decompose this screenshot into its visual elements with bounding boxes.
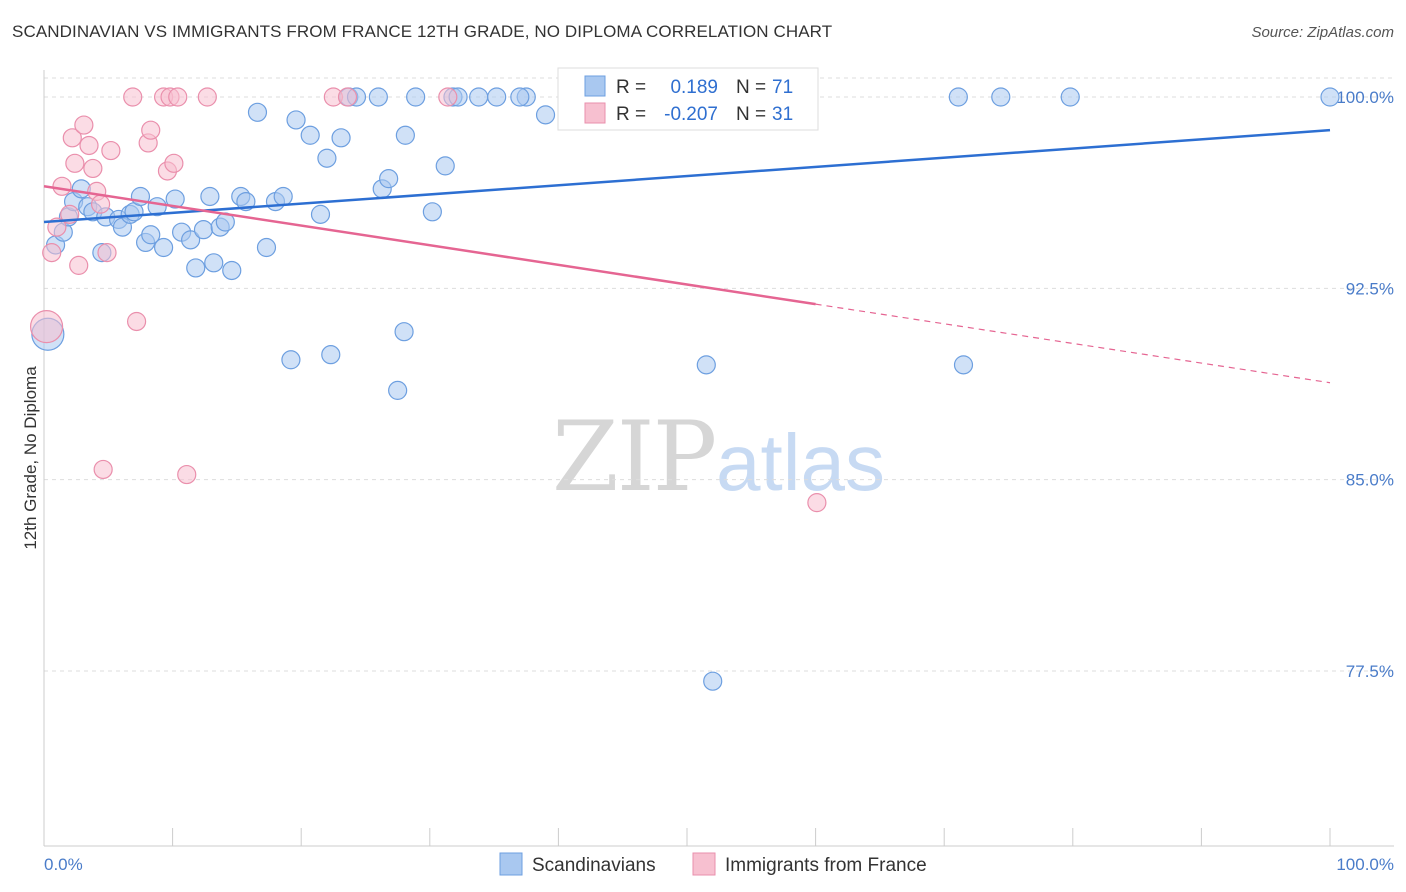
legend-n-value-france: 31: [772, 104, 793, 125]
scandinavians-point: [406, 87, 426, 107]
france-point: [101, 140, 121, 161]
scandinavians-point: [181, 230, 201, 250]
scandinavians-point: [487, 87, 507, 107]
scandinavians-point: [141, 225, 161, 245]
scandinavians-point: [696, 355, 716, 375]
france-point: [62, 128, 82, 148]
scandinavians-point: [510, 87, 530, 107]
scandinavians-point: [535, 105, 556, 125]
scandinavians-point: [222, 260, 242, 281]
gridlines: [44, 77, 1394, 672]
legend-r-value-scandinavians: 0.189: [670, 77, 718, 98]
legend-n-label-2: N =: [736, 104, 766, 125]
scandinavians-point: [273, 186, 293, 207]
scandinavians-point: [286, 110, 306, 130]
legend-n-label-1: N =: [736, 77, 766, 98]
legend-swatch-scandinavians: [584, 75, 606, 97]
x-tick-label-max: 100.0%: [1336, 855, 1394, 874]
y-tick-labels: 100.0% 92.5% 85.0% 77.5%: [1336, 88, 1394, 681]
y-tick-label: 85.0%: [1346, 471, 1394, 490]
y-tick-label: 92.5%: [1346, 279, 1394, 298]
chart-source: Source: ZipAtlas.com: [1251, 24, 1394, 41]
france-point: [79, 135, 99, 156]
france-point: [164, 153, 184, 173]
scandinavians-point: [379, 169, 399, 189]
france-point: [74, 115, 94, 135]
france-point: [97, 243, 117, 263]
france-point: [141, 120, 161, 140]
france-point: [126, 311, 147, 332]
y-tick-label: 100.0%: [1336, 88, 1394, 107]
scandinavians-trend-line: [43, 128, 1331, 224]
scandinavians-point: [186, 258, 206, 278]
scandinavians-point: [1320, 87, 1340, 107]
legend-n-value-scandinavians: 71: [772, 77, 793, 98]
watermark: ZIP atlas: [552, 401, 885, 513]
series-legend-swatch-scandinavians: [499, 852, 523, 876]
scandinavians-point: [469, 87, 489, 107]
legend-r-label-2: R =: [616, 104, 646, 125]
scandinavians-point: [153, 237, 174, 258]
france-point: [123, 87, 143, 107]
scandinavians-point: [321, 345, 341, 365]
series-legend-swatch-france: [692, 852, 716, 876]
scandinavians-point: [193, 220, 214, 240]
france-point: [42, 243, 62, 263]
series-legend: Scandinavians Immigrants from France: [499, 852, 927, 876]
watermark-zip: ZIP: [552, 401, 715, 513]
data-points: [29, 87, 1340, 691]
scandinavians-point: [247, 102, 268, 122]
scandinavians-point: [435, 156, 455, 176]
watermark-atlas: atlas: [716, 418, 885, 507]
france-point: [65, 153, 85, 173]
scandinavians-point: [953, 355, 974, 375]
scandinavians-point: [331, 128, 351, 148]
scandinavians-point: [281, 350, 301, 370]
scandinavians-point: [422, 202, 442, 222]
france-point: [197, 87, 217, 107]
scandinavians-point: [395, 125, 415, 145]
scandinavians-point: [388, 380, 408, 400]
france-point: [337, 87, 358, 107]
scandinavians-point: [1060, 87, 1080, 107]
correlation-legend: R = 0.189 N = 71 R = -0.207 N = 31: [557, 67, 819, 131]
chart-title: SCANDINAVIAN VS IMMIGRANTS FROM FRANCE 1…: [12, 22, 833, 41]
legend-r-label-1: R =: [616, 77, 646, 98]
france-trend-line-dashed: [815, 303, 1331, 384]
scandinavians-point: [991, 87, 1011, 107]
france-point: [52, 176, 72, 196]
france-point: [29, 310, 64, 344]
france-point: [438, 87, 458, 107]
france-point: [69, 255, 89, 275]
scandinavians-point: [200, 186, 220, 207]
x-ticks: [43, 828, 1331, 846]
scandinavians-point: [165, 189, 185, 209]
france-trend-line: [43, 185, 816, 306]
france-point: [83, 158, 103, 179]
france-point: [807, 493, 827, 513]
france-point: [177, 464, 197, 485]
legend-swatch-france: [584, 102, 606, 124]
france-point: [168, 87, 188, 107]
x-tick-label-min: 0.0%: [44, 855, 83, 874]
series-legend-label-scandinavians: Scandinavians: [532, 855, 656, 876]
scandinavians-point: [310, 204, 331, 224]
scandinavians-point: [368, 87, 388, 107]
axes: [43, 70, 1394, 847]
series-legend-label-france: Immigrants from France: [725, 855, 927, 876]
scandinavians-point: [204, 253, 224, 273]
scandinavians-point: [394, 322, 414, 342]
scandinavians-point: [256, 237, 277, 258]
scandinavians-point: [703, 671, 723, 691]
legend-r-value-france: -0.207: [664, 104, 718, 125]
scandinavians-point: [300, 125, 320, 145]
y-tick-label: 77.5%: [1346, 662, 1394, 681]
scandinavians-point: [948, 87, 968, 107]
france-point: [93, 459, 113, 480]
scandinavians-point: [317, 148, 337, 168]
france-point: [90, 194, 111, 214]
trend-lines: [43, 128, 1331, 384]
y-axis-label: 12th Grade, No Diploma: [21, 366, 40, 550]
